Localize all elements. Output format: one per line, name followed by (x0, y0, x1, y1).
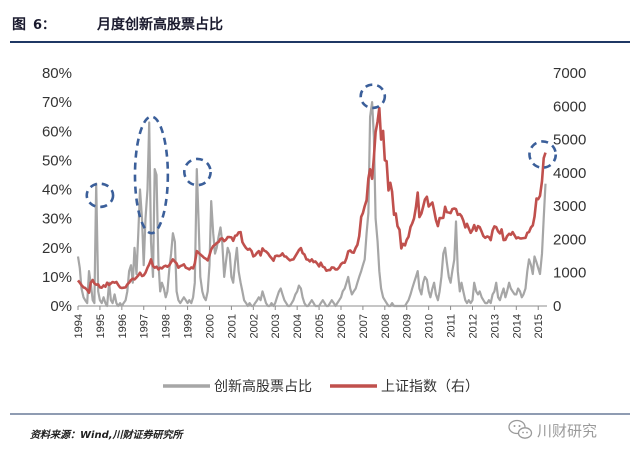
x-tick-label: 2008 (380, 314, 392, 338)
y-axis-left: 0% 10% 20% 30% 40% 50% 60% 70% 80% (42, 65, 72, 315)
x-tick-label: 1996 (117, 314, 129, 338)
y-axis-right: 0 1000 2000 3000 4000 5000 6000 7000 (553, 65, 586, 315)
highlight-ellipse (133, 115, 170, 235)
x-tick-label: 2004 (292, 314, 304, 338)
y-left-tick-label: 30% (42, 211, 72, 228)
source-note: 资料来源：Wind,川财证券研究所 (30, 429, 185, 441)
y-left-tick-label: 40% (42, 182, 72, 199)
x-tick-label: 2010 (424, 314, 436, 338)
x-tick-label: 2003 (270, 314, 282, 338)
y-right-tick-label: 7000 (553, 65, 586, 82)
chart-title: 月度创新高股票占比 (96, 16, 223, 33)
x-tick-label: 1999 (183, 314, 195, 338)
plot-area: 0% 10% 20% 30% 40% 50% 60% 70% 80% 0 1000 2000 3000… (42, 65, 586, 338)
x-tick-label: 2006 (336, 314, 348, 338)
x-axis: 1994 1995 1996 1997 1998 1999 2000 2001 2002 2003… (73, 305, 547, 338)
y-left-tick-label: 60% (42, 123, 72, 140)
y-left-tick-label: 0% (50, 298, 72, 315)
highlight-ellipse (528, 140, 558, 169)
x-tick-label: 2007 (358, 314, 370, 338)
y-right-tick-label: 3000 (553, 198, 586, 215)
series-layer (76, 101, 547, 308)
watermark: 川财研究 (508, 419, 597, 440)
legend: 创新高股票占比 上证指数（右） (163, 378, 479, 395)
highlight-ellipse (359, 83, 387, 110)
x-tick-label: 2005 (314, 314, 326, 338)
y-right-tick-label: 1000 (553, 265, 586, 282)
x-tick-label: 1994 (73, 314, 85, 338)
y-right-tick-label: 0 (553, 298, 561, 315)
series-line-new-high-ratio (76, 101, 547, 308)
y-right-tick-label: 6000 (553, 98, 586, 115)
x-tick-label: 2015 (533, 314, 545, 338)
figure-number: 6： (33, 18, 55, 33)
watermark-text: 川财研究 (537, 422, 597, 440)
x-tick-label: 1997 (139, 314, 151, 338)
y-left-tick-label: 20% (42, 240, 72, 257)
highlight-ellipse (85, 182, 115, 209)
x-tick-label: 2014 (511, 314, 523, 338)
x-tick-label: 1998 (161, 314, 173, 338)
x-tick-label: 2000 (204, 314, 216, 338)
x-tick-label: 2002 (248, 314, 260, 338)
x-tick-label: 1995 (95, 314, 107, 338)
y-right-tick-label: 4000 (553, 165, 586, 182)
x-tick-label: 2009 (402, 314, 414, 338)
highlight-ellipse (182, 157, 212, 187)
x-tick-label: 2001 (226, 314, 238, 338)
y-right-tick-label: 2000 (553, 231, 586, 248)
series-line-shanghai-index (76, 106, 547, 294)
legend-label-new-high: 创新高股票占比 (214, 378, 312, 395)
figure-label: 图 (12, 17, 26, 33)
legend-label-index: 上证指数（右） (381, 379, 479, 395)
y-left-tick-label: 50% (42, 152, 72, 169)
x-tick-label: 2013 (489, 314, 501, 338)
y-left-tick-label: 70% (42, 94, 72, 111)
x-tick-label: 2011 (446, 314, 458, 338)
highlight-layer (85, 83, 558, 235)
y-right-tick-label: 5000 (553, 132, 586, 149)
x-tick-label: 2012 (467, 314, 479, 338)
wechat-logo-icon (508, 419, 533, 439)
y-left-tick-label: 80% (42, 65, 72, 82)
y-left-tick-label: 10% (42, 269, 72, 286)
